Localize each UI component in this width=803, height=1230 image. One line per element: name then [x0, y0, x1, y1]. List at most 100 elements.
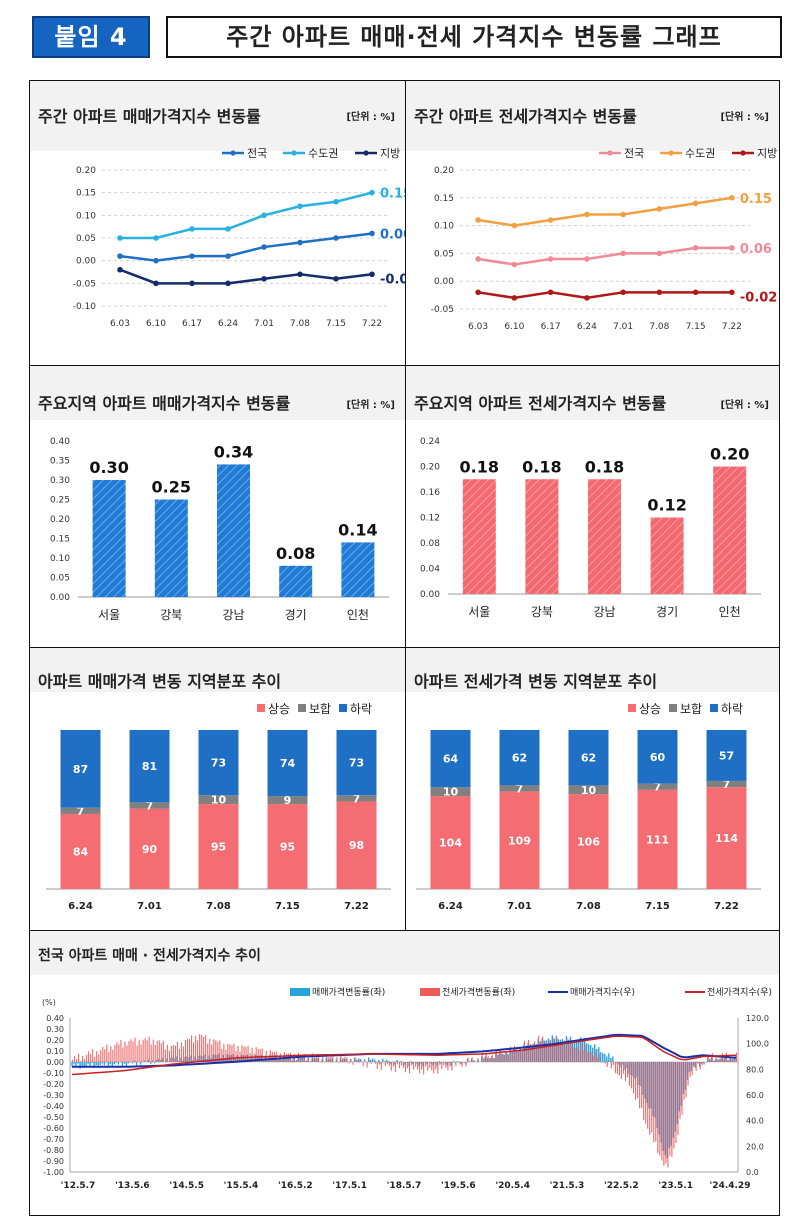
unit-label: [단위 : %]	[346, 112, 395, 123]
legend-marker	[668, 150, 674, 156]
stack-segment	[706, 730, 747, 781]
attachment-badge: 붙임 4	[32, 16, 150, 58]
stack-segment	[706, 780, 747, 788]
panel-title-bar: 주요지역 아파트 전세가격지수 변동률 [단위 : %]	[406, 366, 779, 420]
end-value-label: 0.06	[380, 227, 406, 242]
y-left-tick-label: 0.40	[46, 1014, 64, 1023]
left-axis-unit: (%)	[42, 998, 56, 1007]
segment-value-label: 10	[211, 794, 227, 807]
data-point	[333, 235, 339, 241]
segment-value-label: 111	[646, 833, 669, 846]
segment-value-label: 10	[581, 784, 597, 797]
x-tick-label: '23.5.1	[658, 1181, 693, 1191]
segment-value-label: 7	[654, 781, 662, 794]
end-value-label: -0.03	[380, 272, 406, 287]
legend-label: 지방	[380, 147, 400, 160]
bar-value-label: 0.18	[522, 457, 561, 476]
bar-value-label: 0.25	[152, 478, 191, 497]
panel-title-bar: 아파트 전세가격 변동 지역분포 추이	[406, 648, 779, 692]
x-tick-label: 6.17	[182, 319, 202, 329]
page-title: 주간 아파트 매매·전세 가격지수 변동률 그래프	[166, 16, 782, 58]
panel-sale-distribution: 아파트 매매가격 변동 지역분포 추이 상승 보합 하락 84 7 87 6.24 90 7 81…	[29, 647, 406, 931]
y-tick-label: 0.35	[50, 457, 70, 467]
y-tick-label: 0.05	[76, 234, 96, 244]
x-tick-label: '19.5.6	[441, 1181, 476, 1191]
legend-label: 보합	[680, 702, 702, 716]
stack-segment	[637, 730, 678, 784]
data-point	[511, 222, 518, 229]
x-tick-label: '22.5.2	[604, 1181, 639, 1191]
bar	[279, 565, 313, 597]
stack-segment	[267, 796, 308, 805]
x-tick-label: '14.5.5	[169, 1181, 204, 1191]
data-point	[692, 200, 699, 207]
end-value-label: 0.15	[380, 187, 406, 202]
y-left-tick-label: -0.70	[43, 1135, 64, 1144]
stack-segment	[706, 787, 747, 889]
y-tick-label: 0.24	[420, 437, 440, 447]
y-tick-label: 0.12	[420, 514, 440, 524]
data-point	[729, 289, 735, 296]
panel-title-bar: 주요지역 아파트 매매가격지수 변동률 [단위 : %]	[30, 366, 405, 420]
segment-value-label: 7	[353, 792, 361, 805]
segment-value-label: 109	[508, 834, 531, 847]
category-label: 서울	[468, 605, 490, 619]
segment-value-label: 57	[719, 749, 734, 762]
x-tick-label: '13.5.6	[115, 1181, 150, 1191]
data-point	[692, 245, 699, 251]
bar	[525, 479, 559, 594]
series-line	[477, 291, 732, 300]
stack-segment	[430, 730, 471, 788]
y-tick-label: 0.40	[50, 437, 70, 447]
stack-segment	[336, 730, 377, 796]
x-tick-label: 6.17	[541, 322, 561, 332]
y-tick-label: 0.00	[434, 277, 454, 287]
y-right-tick-label: 60.0	[746, 1091, 764, 1100]
data-point	[333, 276, 339, 282]
data-point	[369, 230, 375, 237]
category-label: 강남	[593, 605, 615, 619]
segment-value-label: 87	[73, 763, 88, 776]
category-label: 인천	[347, 607, 369, 622]
stack-segment	[336, 795, 377, 802]
x-tick-label: 7.01	[254, 319, 274, 329]
legend-label: 전세가격변동률(좌)	[442, 986, 515, 998]
legend-marker	[291, 150, 297, 156]
rent-index-line	[71, 1035, 737, 1076]
panel-title-bar: 주간 아파트 매매가격지수 변동률 [단위 : %]	[30, 81, 405, 151]
series-line	[120, 191, 373, 240]
category-label: 7.01	[137, 901, 162, 912]
category-label: 7.08	[576, 901, 601, 912]
chart-rent-distribution: 상승 보합 하락 104 10 64 6.24 109 7 62 7.01 106 10 62 7.08 11…	[416, 702, 761, 912]
data-point	[261, 212, 267, 219]
y-left-tick-label: -0.50	[43, 1113, 64, 1122]
segment-value-label: 10	[443, 786, 459, 799]
legend-marker	[607, 150, 613, 156]
y-right-tick-label: 0.0	[746, 1168, 759, 1177]
x-tick-label: 6.10	[146, 319, 166, 329]
y-left-tick-label: 0.00	[46, 1058, 64, 1067]
panel-title-bar: 주간 아파트 전세가격지수 변동률 [단위 : %]	[406, 81, 779, 151]
y-tick-label: -0.05	[73, 279, 96, 289]
bar	[92, 480, 126, 597]
segment-value-label: 73	[349, 757, 364, 770]
legend-label: 보합	[309, 702, 331, 716]
x-tick-label: '16.5.2	[278, 1181, 313, 1191]
chart-region-rent-rate: 0.24 0.20 0.16 0.12 0.08 0.04 0.00 0.18 서울 0.18 강북…	[420, 437, 761, 619]
y-right-tick-label: 120.0	[746, 1014, 769, 1023]
category-label: 7.22	[714, 901, 739, 912]
y-tick-label: 0.20	[434, 166, 454, 176]
data-point	[189, 253, 195, 259]
legend-label: 매매가격변동률(좌)	[312, 986, 385, 998]
y-tick-label: 0.30	[50, 476, 70, 486]
segment-value-label: 95	[211, 841, 226, 854]
category-label: 7.22	[344, 901, 369, 912]
data-point	[225, 280, 231, 287]
panel-title: 아파트 매매가격 변동 지역분포 추이	[38, 672, 282, 691]
segment-value-label: 104	[439, 837, 462, 850]
y-tick-label: 0.08	[420, 539, 440, 549]
y-tick-label: 0.16	[420, 488, 440, 498]
y-right-tick-label: 80.0	[746, 1065, 764, 1074]
legend-marker	[740, 150, 746, 156]
stack-segment	[198, 804, 239, 889]
